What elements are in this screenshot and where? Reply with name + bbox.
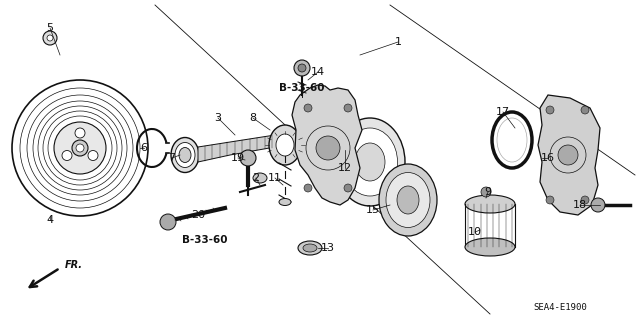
- Ellipse shape: [175, 143, 195, 167]
- Circle shape: [54, 122, 106, 174]
- Text: 2: 2: [252, 173, 260, 183]
- Circle shape: [75, 128, 85, 138]
- Circle shape: [344, 184, 352, 192]
- Text: 13: 13: [321, 243, 335, 253]
- Circle shape: [546, 196, 554, 204]
- Text: 18: 18: [573, 200, 587, 210]
- Text: 16: 16: [541, 153, 555, 163]
- Circle shape: [316, 136, 340, 160]
- Polygon shape: [538, 95, 600, 215]
- Text: 5: 5: [47, 23, 54, 33]
- Ellipse shape: [386, 173, 430, 227]
- Circle shape: [72, 140, 88, 156]
- Ellipse shape: [342, 128, 397, 196]
- Ellipse shape: [253, 173, 267, 183]
- Ellipse shape: [397, 186, 419, 214]
- Polygon shape: [292, 85, 362, 205]
- Circle shape: [47, 35, 53, 41]
- Circle shape: [43, 31, 57, 45]
- Ellipse shape: [303, 244, 317, 252]
- Text: B-33-60: B-33-60: [279, 83, 324, 93]
- Text: 4: 4: [47, 215, 54, 225]
- Ellipse shape: [335, 118, 405, 206]
- Circle shape: [304, 184, 312, 192]
- Ellipse shape: [276, 134, 294, 156]
- Text: 12: 12: [338, 163, 352, 173]
- Ellipse shape: [179, 147, 191, 162]
- Text: 8: 8: [250, 113, 257, 123]
- Circle shape: [581, 196, 589, 204]
- Text: 7: 7: [168, 153, 175, 163]
- Ellipse shape: [171, 137, 199, 173]
- Text: B-33-60: B-33-60: [182, 235, 228, 245]
- Ellipse shape: [298, 241, 322, 255]
- Text: SEA4-E1900: SEA4-E1900: [533, 303, 587, 313]
- Text: 10: 10: [468, 227, 482, 237]
- Circle shape: [591, 198, 605, 212]
- Ellipse shape: [269, 125, 301, 165]
- Circle shape: [304, 104, 312, 112]
- Circle shape: [481, 187, 491, 197]
- Circle shape: [344, 104, 352, 112]
- Text: 11: 11: [268, 173, 282, 183]
- Circle shape: [88, 151, 98, 160]
- Circle shape: [558, 145, 578, 165]
- Text: 20: 20: [191, 210, 205, 220]
- Circle shape: [62, 151, 72, 160]
- Text: 6: 6: [141, 143, 147, 153]
- Ellipse shape: [379, 164, 437, 236]
- Circle shape: [298, 64, 306, 72]
- Text: 17: 17: [496, 107, 510, 117]
- Text: 14: 14: [311, 67, 325, 77]
- Text: 3: 3: [214, 113, 221, 123]
- Text: 19: 19: [231, 153, 245, 163]
- Ellipse shape: [465, 195, 515, 213]
- Ellipse shape: [355, 143, 385, 181]
- Text: 9: 9: [484, 187, 492, 197]
- Circle shape: [240, 150, 256, 166]
- Text: FR.: FR.: [65, 260, 83, 270]
- Text: 1: 1: [394, 37, 401, 47]
- Circle shape: [160, 214, 176, 230]
- Ellipse shape: [279, 198, 291, 205]
- Circle shape: [581, 106, 589, 114]
- Circle shape: [294, 60, 310, 76]
- Polygon shape: [198, 128, 283, 162]
- Ellipse shape: [465, 238, 515, 256]
- Circle shape: [76, 144, 84, 152]
- Circle shape: [546, 106, 554, 114]
- Text: 15: 15: [366, 205, 380, 215]
